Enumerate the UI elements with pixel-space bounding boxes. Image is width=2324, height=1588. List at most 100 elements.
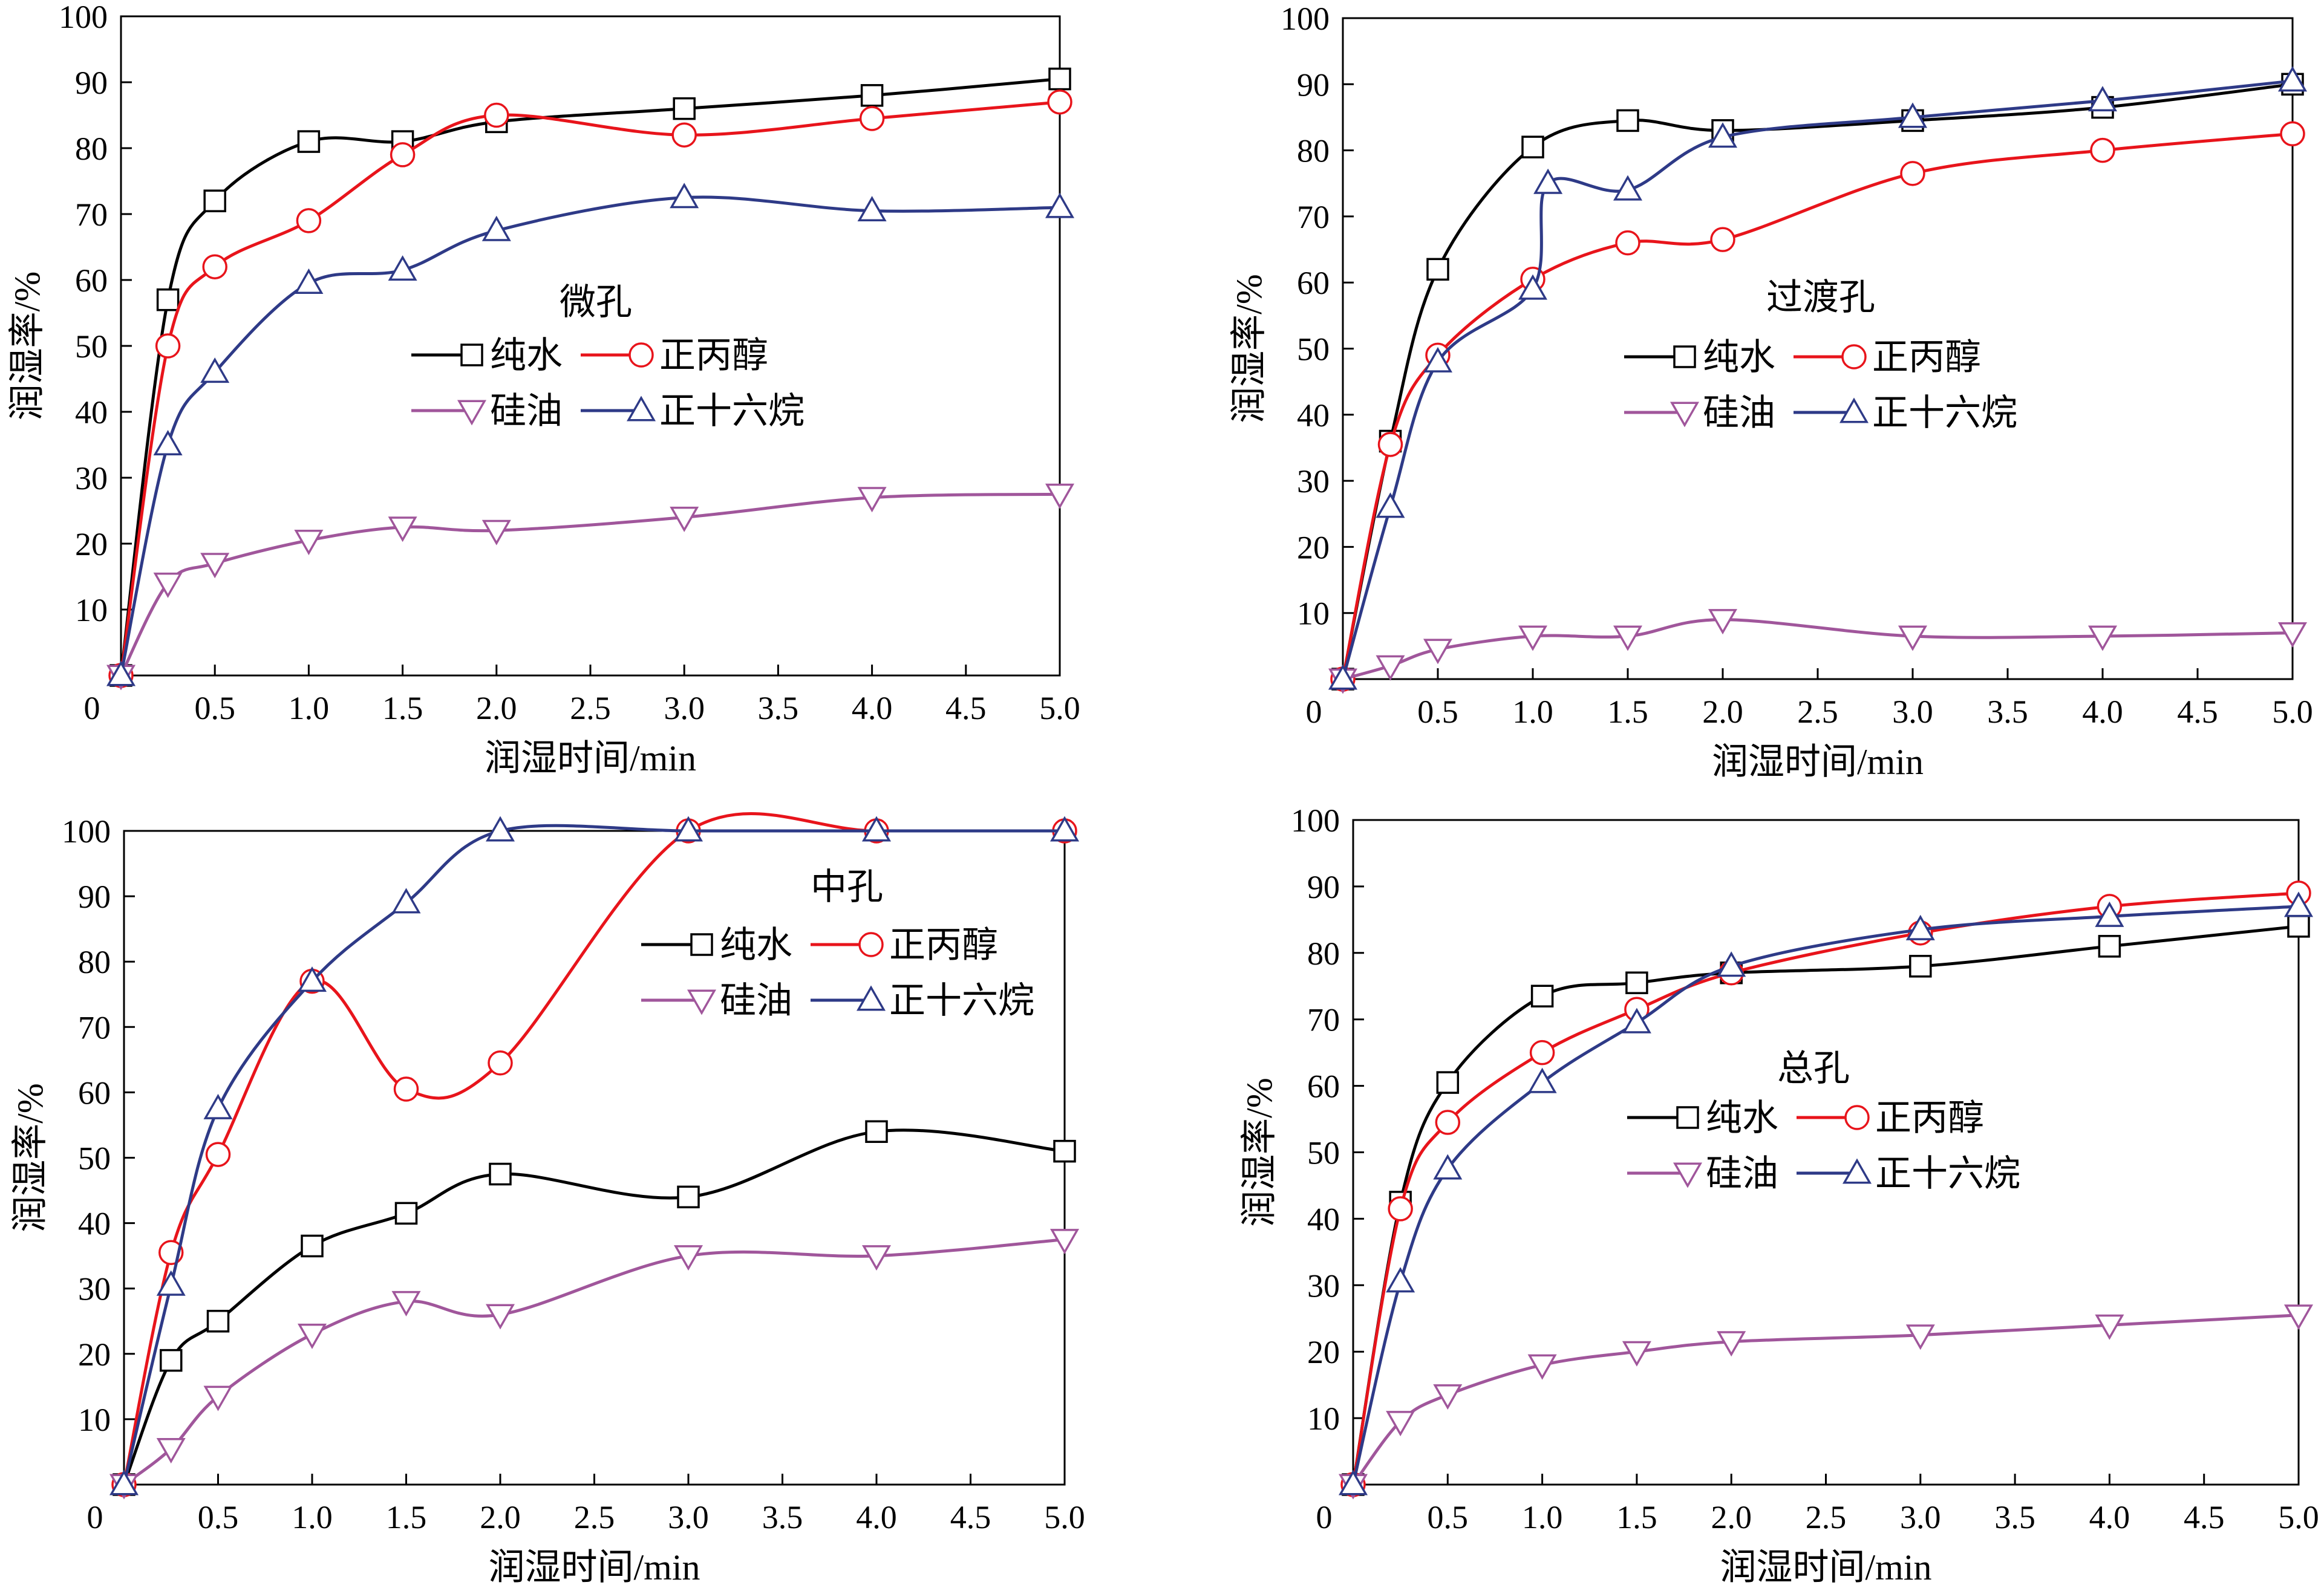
x-tick-label: 3.0 bbox=[668, 1499, 709, 1535]
x-tick-label: 5.0 bbox=[1044, 1499, 1085, 1535]
data-point bbox=[484, 102, 509, 128]
y-tick-label: 70 bbox=[75, 197, 108, 233]
data-point bbox=[1616, 109, 1639, 132]
data-point bbox=[1533, 168, 1563, 194]
series-line-2 bbox=[122, 812, 1065, 1485]
chart-panel-2: 0 0.5 1.0 1.5 2.0 2.5 3.0 3.5 4.0 4.5 5.0 10 20 30 40 5… bbox=[1229, 1, 2313, 782]
series-line-2 bbox=[1341, 132, 2293, 680]
x-tick-label: 1.0 bbox=[1522, 1499, 1563, 1535]
data-point bbox=[1615, 230, 1640, 256]
legend-label: 纯水 bbox=[1706, 1098, 1778, 1138]
data-point bbox=[203, 189, 226, 212]
data-point bbox=[1048, 67, 1071, 91]
data-point bbox=[206, 1310, 230, 1333]
data-point bbox=[393, 1076, 419, 1102]
y-tick-label: 90 bbox=[1297, 67, 1330, 103]
y-tick-label: 70 bbox=[1297, 199, 1330, 235]
y-tick-label: 20 bbox=[1297, 529, 1330, 565]
legend-label: 纯水 bbox=[490, 336, 563, 376]
data-point bbox=[1717, 1331, 1746, 1357]
data-point bbox=[1622, 1007, 1651, 1033]
panel-title: 总孔 bbox=[1777, 1049, 1850, 1088]
legend-label: 硅油 bbox=[720, 981, 792, 1021]
data-point bbox=[156, 1438, 186, 1464]
data-point bbox=[1376, 492, 1405, 518]
legend-marker bbox=[457, 400, 487, 426]
data-point bbox=[1386, 1411, 1415, 1437]
data-point bbox=[297, 1323, 327, 1349]
data-point bbox=[2098, 935, 2121, 958]
x-tick-label: 2.5 bbox=[1797, 694, 1838, 730]
legend-label: 硅油 bbox=[490, 391, 563, 431]
data-point bbox=[388, 516, 417, 542]
data-point bbox=[1435, 1110, 1461, 1135]
y-tick-label: 80 bbox=[1297, 133, 1330, 169]
data-point bbox=[1049, 816, 1080, 842]
x-tick-label: 4.0 bbox=[852, 690, 893, 726]
x-tick-label: 3.5 bbox=[1994, 1499, 2035, 1535]
plot-frame bbox=[1342, 17, 2294, 680]
y-tick-label: 30 bbox=[1297, 463, 1330, 500]
y-tick-label: 80 bbox=[78, 944, 111, 980]
data-point bbox=[2287, 915, 2310, 938]
data-point bbox=[2283, 1304, 2314, 1330]
x-tick-label: 1.5 bbox=[1616, 1499, 1657, 1535]
data-point bbox=[2090, 137, 2115, 163]
x-tick-label: 2.5 bbox=[1806, 1499, 1847, 1535]
data-point bbox=[1708, 122, 1738, 148]
data-point bbox=[1625, 971, 1648, 995]
data-point bbox=[673, 1245, 703, 1271]
x-tick-label: 0 bbox=[87, 1499, 103, 1535]
data-point bbox=[1423, 347, 1453, 373]
y-tick-label: 60 bbox=[1307, 1069, 1340, 1105]
y-tick-label: 30 bbox=[75, 460, 108, 496]
legend-marker bbox=[1841, 344, 1867, 369]
data-point bbox=[1518, 625, 1548, 651]
data-point bbox=[106, 660, 136, 686]
y-tick-label: 40 bbox=[75, 394, 108, 431]
y-axis-title: 润湿率/% bbox=[1239, 1078, 1279, 1227]
y-tick-label: 20 bbox=[78, 1336, 111, 1373]
x-tick-label: 1.5 bbox=[382, 690, 423, 726]
x-tick-label: 3.5 bbox=[1987, 694, 2028, 730]
data-point bbox=[673, 816, 703, 842]
series-line-4 bbox=[1341, 79, 2293, 680]
data-point bbox=[156, 1270, 186, 1296]
data-point bbox=[673, 97, 696, 120]
legend-marker bbox=[856, 985, 886, 1011]
y-tick-label: 70 bbox=[78, 1009, 111, 1046]
data-point bbox=[203, 1385, 233, 1411]
y-tick-label: 80 bbox=[75, 131, 108, 167]
x-axis-title: 润湿时间/min bbox=[488, 1547, 700, 1587]
data-point bbox=[2087, 625, 2118, 651]
series-line-3 bbox=[123, 1238, 1065, 1486]
y-tick-label: 90 bbox=[1307, 869, 1340, 905]
legend-label: 正十六烷 bbox=[1872, 393, 2017, 433]
legend-marker bbox=[626, 395, 656, 421]
x-tick-label: 5.0 bbox=[1039, 690, 1080, 726]
data-point bbox=[671, 122, 697, 148]
data-point bbox=[1423, 639, 1453, 665]
legend-marker bbox=[1844, 1105, 1870, 1130]
data-point bbox=[670, 183, 699, 209]
series-line-4 bbox=[122, 824, 1065, 1485]
y-tick-label: 50 bbox=[78, 1141, 111, 1177]
data-point bbox=[1376, 655, 1405, 681]
data-point bbox=[1377, 432, 1403, 457]
y-axis-title: 润湿率/% bbox=[1229, 274, 1269, 423]
series-line-4 bbox=[1351, 905, 2299, 1485]
y-axis-title: 润湿率/% bbox=[7, 272, 47, 421]
x-tick-label: 1.0 bbox=[292, 1499, 333, 1535]
y-tick-label: 10 bbox=[78, 1402, 111, 1438]
data-point bbox=[1909, 955, 1932, 978]
x-tick-label: 2.5 bbox=[574, 1499, 615, 1535]
x-tick-label: 3.5 bbox=[762, 1499, 803, 1535]
y-tick-label: 30 bbox=[1307, 1267, 1340, 1304]
x-tick-label: 4.0 bbox=[856, 1499, 897, 1535]
x-axis-title: 润湿时间/min bbox=[1712, 742, 1924, 782]
data-point bbox=[153, 572, 183, 598]
data-point bbox=[1386, 1267, 1415, 1293]
legend-label: 硅油 bbox=[1706, 1154, 1778, 1194]
x-tick-label: 5.0 bbox=[2278, 1499, 2319, 1535]
data-point bbox=[160, 1349, 183, 1372]
